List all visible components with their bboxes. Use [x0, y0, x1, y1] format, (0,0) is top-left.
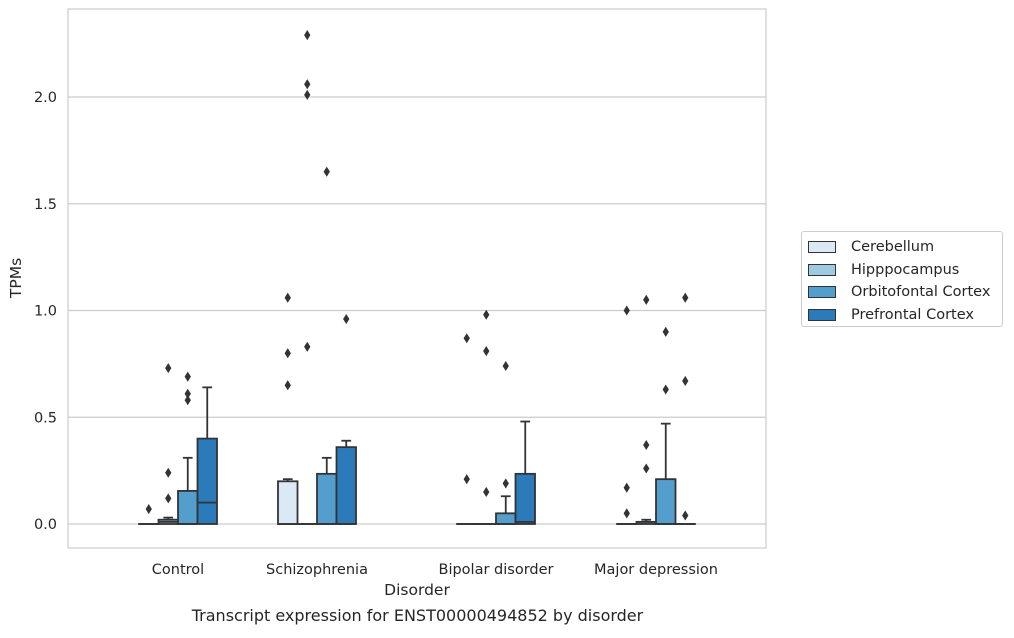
box-prefrontal-cortex-0	[198, 387, 218, 524]
outlier-point	[624, 305, 630, 315]
outlier-point	[643, 440, 649, 450]
legend: Cerebellum Hipppocampus Orbitofontal Cor…	[801, 231, 1003, 327]
flier-layer	[146, 30, 689, 520]
box-layer	[139, 387, 695, 524]
box-body	[496, 513, 516, 524]
legend-label-cerebellum: Cerebellum	[851, 239, 934, 255]
box-orbitofontal-cortex-1	[317, 458, 337, 524]
outlier-point	[304, 342, 310, 352]
y-tick-label: 0.0	[34, 517, 57, 533]
outlier-point	[464, 333, 470, 343]
x-tick-label: Bipolar disorder	[439, 562, 554, 578]
legend-label-orbitofontal-cortex: Orbitofontal Cortex	[851, 284, 990, 300]
outlier-point	[165, 493, 171, 503]
y-axis-label: TPMs	[7, 258, 25, 299]
outlier-point	[503, 361, 509, 371]
outlier-point	[624, 483, 630, 493]
y-tick-label: 2.0	[34, 90, 57, 106]
x-tick-label: Schizophrenia	[266, 562, 368, 578]
outlier-point	[304, 30, 310, 40]
y-tick-labels: 0.0 0.5 1.0 1.5 2.0	[34, 90, 57, 533]
x-tick-labels: Control Schizophrenia Bipolar disorder Majo…	[152, 562, 718, 578]
box-body	[317, 474, 337, 524]
legend-item-cerebellum: Cerebellum	[808, 236, 1002, 259]
box-body	[656, 479, 676, 524]
plot-frame	[68, 9, 766, 548]
y-tick-label: 1.5	[34, 197, 57, 213]
box-hipppocampus-0	[159, 518, 179, 524]
outlier-point	[663, 384, 669, 394]
legend-item-hipppocampus: Hipppocampus	[808, 259, 1002, 282]
outlier-point	[304, 79, 310, 89]
outlier-point	[343, 314, 349, 324]
outlier-point	[464, 474, 470, 484]
outlier-point	[643, 463, 649, 473]
outlier-point	[185, 372, 191, 382]
box-body	[198, 439, 218, 524]
y-tick-label: 1.0	[34, 304, 57, 320]
outlier-point	[483, 346, 489, 356]
legend-label-hipppocampus: Hipppocampus	[851, 262, 959, 278]
outlier-point	[682, 293, 688, 303]
box-orbitofontal-cortex-0	[178, 458, 198, 524]
box-orbitofontal-cortex-2	[496, 496, 516, 524]
outlier-point	[483, 487, 489, 497]
box-prefrontal-cortex-1	[337, 441, 357, 524]
legend-item-orbitofontal-cortex: Orbitofontal Cortex	[808, 281, 1002, 304]
legend-item-prefrontal-cortex: Prefrontal Cortex	[808, 304, 1002, 327]
outlier-point	[483, 310, 489, 320]
x-tick-label: Major depression	[594, 562, 718, 578]
grid-layer	[68, 97, 766, 524]
outlier-point	[185, 389, 191, 399]
legend-swatch-cerebellum	[808, 241, 836, 253]
outlier-point	[682, 376, 688, 386]
legend-swatch-hipppocampus	[808, 264, 836, 276]
legend-label-prefrontal-cortex: Prefrontal Cortex	[851, 307, 974, 323]
outlier-point	[324, 167, 330, 177]
box-orbitofontal-cortex-3	[656, 424, 676, 524]
box-body	[337, 447, 357, 524]
outlier-point	[643, 295, 649, 305]
outlier-point	[285, 380, 291, 390]
box-prefrontal-cortex-2	[516, 422, 536, 524]
outlier-point	[503, 478, 509, 488]
outlier-point	[285, 348, 291, 358]
outlier-point	[165, 468, 171, 478]
box-cerebellum-1	[278, 479, 298, 524]
outlier-point	[304, 90, 310, 100]
legend-swatch-prefrontal-cortex	[808, 309, 836, 321]
legend-swatch-orbitofontal-cortex	[808, 286, 836, 298]
figure-caption: Transcript expression for ENST0000049485…	[0, 606, 835, 625]
outlier-point	[165, 363, 171, 373]
y-tick-label: 0.5	[34, 410, 57, 426]
box-hipppocampus-3	[637, 520, 657, 524]
box-body	[178, 491, 198, 524]
box-body	[278, 481, 298, 524]
outlier-point	[624, 508, 630, 518]
x-axis-label: Disorder	[384, 581, 450, 599]
outlier-point	[146, 504, 152, 514]
box-body	[516, 474, 536, 524]
outlier-point	[663, 327, 669, 337]
outlier-point	[285, 293, 291, 303]
x-tick-label: Control	[152, 562, 204, 578]
outlier-point	[682, 510, 688, 520]
